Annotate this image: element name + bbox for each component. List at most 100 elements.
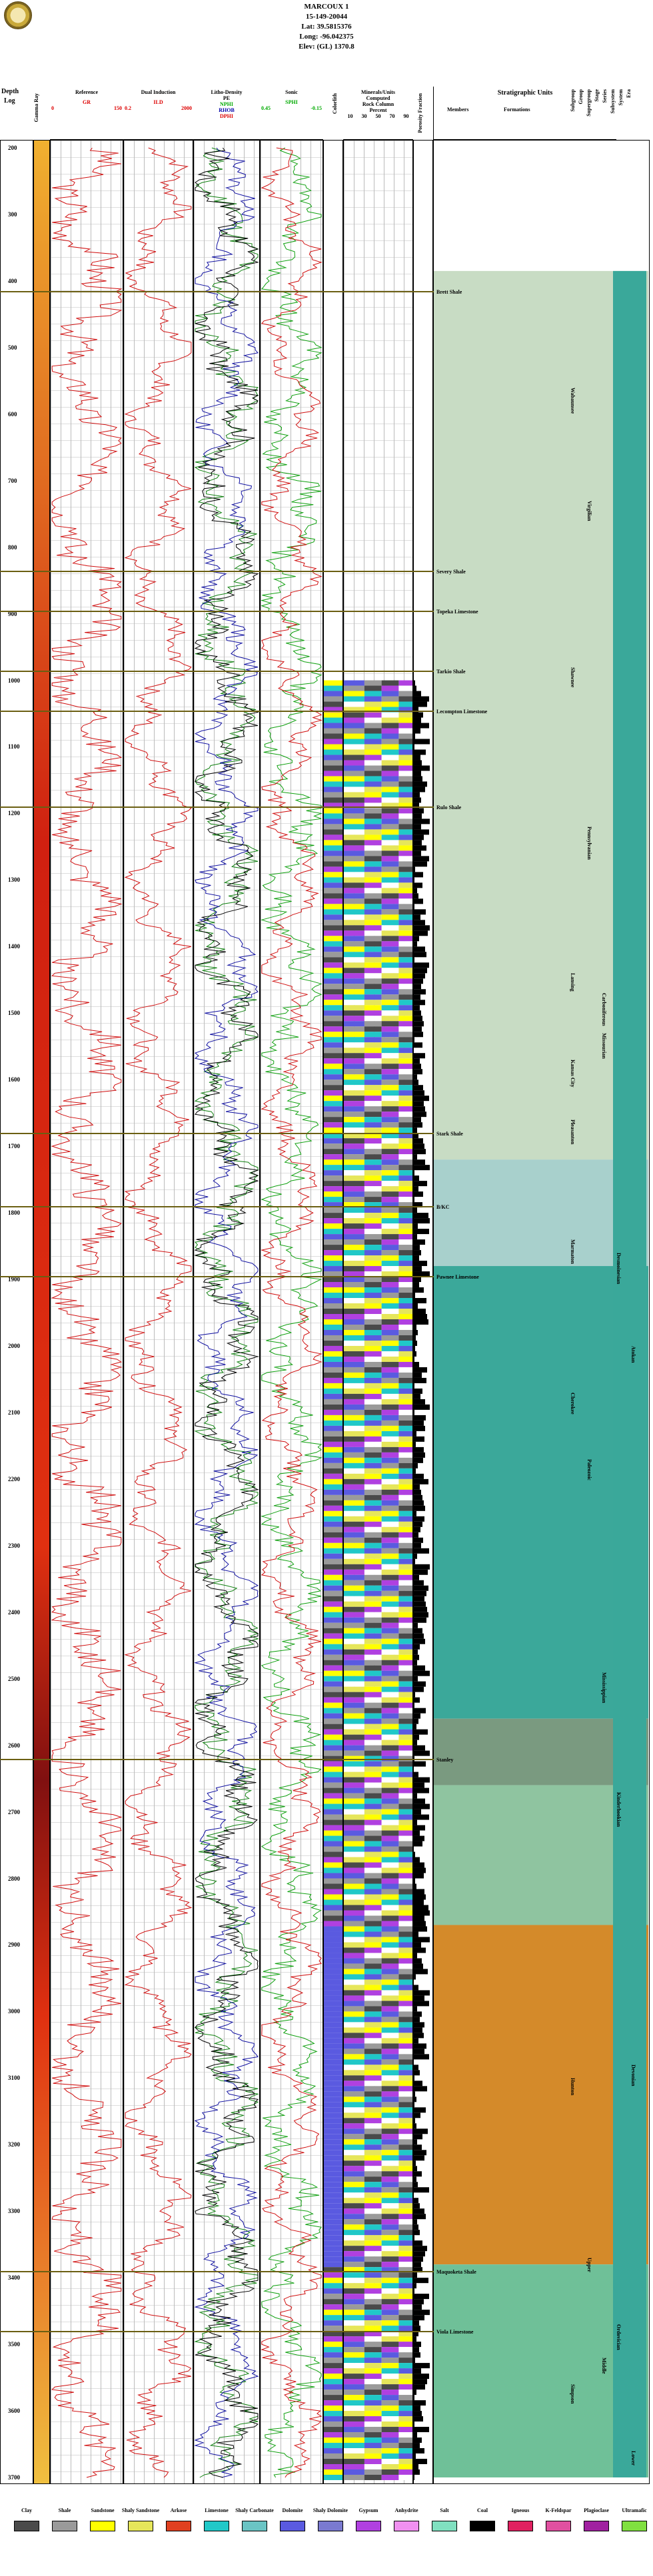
mineral-segment [398,2278,412,2284]
mineral-segment [364,898,382,904]
mineral-segment [344,2049,364,2055]
porosity-bar [414,2278,428,2284]
mineral-segment [381,1985,399,1991]
mineral-segment [344,728,364,734]
mineral-segment [398,1974,412,1980]
mineral-segment [344,2070,364,2076]
mineral-segment [398,1377,412,1383]
unit-label: Carboniferous [601,993,607,1026]
porosity-bar [414,1782,424,1788]
mineral-segment [364,1510,382,1516]
mineral-segment [344,2192,364,2198]
colorlith-block [324,1415,342,1421]
mineral-segment [398,1478,412,1484]
mineral-segment [364,2310,382,2316]
mineral-segment [364,1026,382,1032]
mineral-segment [364,1181,382,1187]
mineral-segment [344,2278,364,2284]
colorlith-block [324,1830,342,1836]
mineral-segment [381,2224,399,2230]
mineral-segment [344,2224,364,2230]
mineral-segment [398,1340,412,1346]
mineral-segment [344,792,364,798]
porosity-bar [414,920,425,926]
legend-swatch [470,2521,495,2531]
mineral-segment [398,1245,412,1251]
mineral-segment [364,1069,382,1075]
porosity-bar [414,925,430,931]
depth-tick-label: 2900 [8,1941,20,1949]
colorlith-block [324,2310,342,2316]
colorlith-block [324,1468,342,1474]
colorlith-block [324,1958,342,1964]
mineral-segment [398,1122,412,1128]
colorlith-block [324,803,342,808]
mineral-segment [381,1649,399,1655]
legend-item: Plagioclase [576,2507,616,2531]
percent-tick: 30 [361,113,367,119]
mineral-segment [381,2315,399,2321]
mineral-segment [381,1277,399,1283]
mineral-segment [364,1606,382,1612]
mineral-segment [344,1213,364,1219]
mineral-segment [364,2352,382,2358]
mineral-segment [398,1654,412,1660]
colorlith-block [324,1229,342,1235]
mineral-segment [398,1309,412,1314]
porosity-bar [414,1261,427,1267]
mineral-segment [398,2144,412,2150]
mineral-segment [381,1261,399,1267]
mineral-segment [398,1026,412,1032]
mineral-segment [398,1899,412,1905]
mineral-segment [364,1372,382,1378]
well-name: MARCOUX 1 [304,3,349,11]
colorlith-block [324,1122,342,1128]
depth-tick-label: 3500 [8,2341,20,2348]
mineral-segment [398,792,412,798]
mineral-segment [344,882,364,888]
mineral-segment [381,1905,399,1911]
porosity-bar [414,2251,425,2257]
longitude: Long: -96.042375 [299,33,354,41]
mineral-segment [398,1979,412,1985]
mineral-segment [381,1213,399,1219]
mineral-segment [381,1271,399,1277]
mineral-segment [364,946,382,952]
mineral-segment [364,2432,382,2438]
mineral-segment [364,771,382,777]
ild-curve-line [124,147,193,2478]
mineral-segment [381,936,399,942]
mineral-segment [381,2144,399,2150]
mineral-segment [364,2128,382,2134]
mineral-segment [344,2235,364,2241]
mineral-segment [344,984,364,990]
mineral-segment [381,1473,399,1479]
mineral-segment [381,2331,399,2337]
mineral-segment [364,2059,382,2065]
porosity-bar [414,2342,421,2348]
sonic-max: -0.15 [311,105,322,111]
mineral-segment [381,1862,399,1868]
ref-min: 0 [51,105,54,111]
porosity-bar [414,2416,423,2422]
colorlith-block [324,2118,342,2124]
porosity-bar [414,2240,422,2246]
mineral-segment [344,2043,364,2049]
colorlith-block [324,1617,342,1623]
mineral-segment [381,1926,399,1932]
mineral-segment [344,739,364,745]
mineral-segment [381,1633,399,1639]
mineral-segment [344,1580,364,1586]
mineral-segment [381,1628,399,1634]
mineral-segment [344,2368,364,2374]
mineral-segment [381,2342,399,2348]
mineral-segment [344,1361,364,1367]
legend-swatch [622,2521,647,2531]
mineral-segment [398,2086,412,2092]
mineral-segment [398,728,412,734]
colorlith-block [324,1654,342,1660]
mineral-segment [381,2304,399,2310]
porosity-bar [414,1367,427,1373]
colorlith-block [324,2112,342,2118]
